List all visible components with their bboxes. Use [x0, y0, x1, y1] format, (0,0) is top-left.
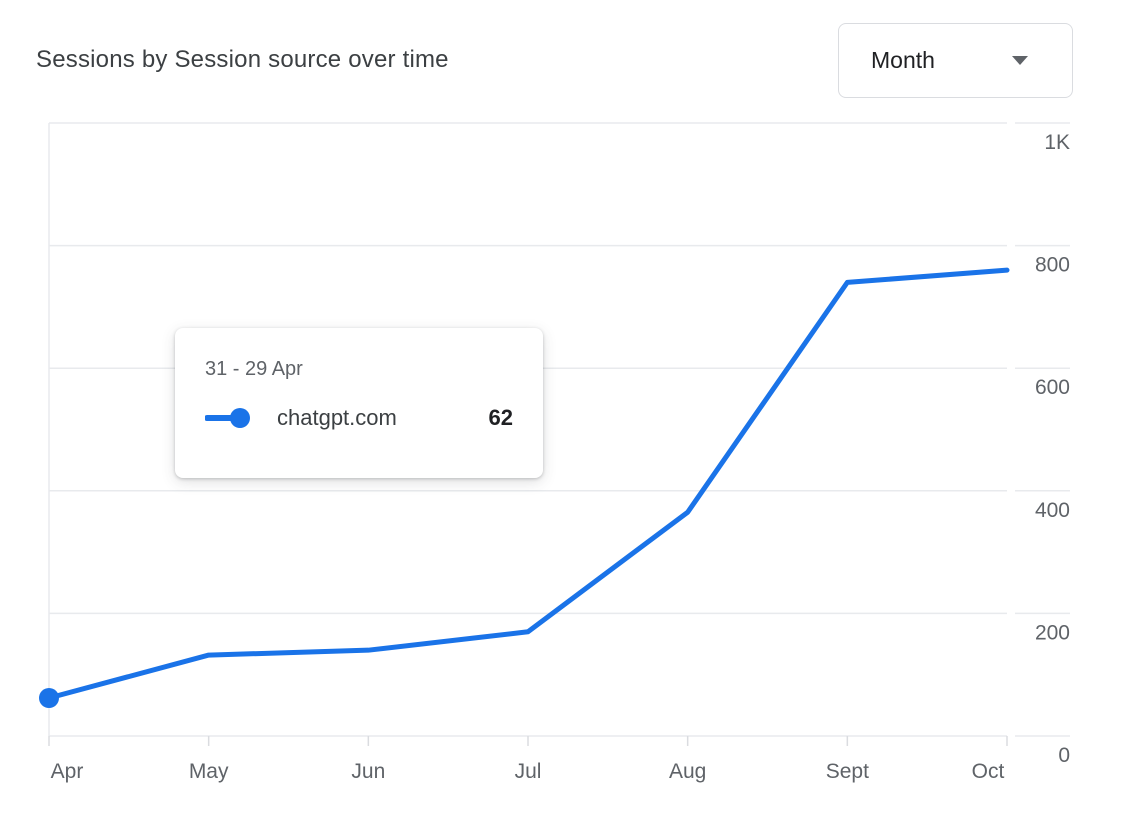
x-axis-label: Sept [826, 760, 869, 783]
tooltip-series-name: chatgpt.com [277, 405, 397, 430]
tooltip-series-value: 62 [488, 405, 513, 430]
data-point-tooltip: 31 - 29 Apr chatgpt.com 62 [175, 328, 543, 478]
x-axis-label: May [189, 760, 229, 783]
y-axis-label: 200 [1035, 621, 1070, 644]
y-axis-label: 0 [1058, 744, 1070, 767]
y-axis-label: 800 [1035, 254, 1070, 277]
page-title: Sessions by Session source over time [36, 46, 449, 73]
y-axis-label: 1K [1044, 131, 1070, 154]
y-axis-label: 400 [1035, 499, 1070, 522]
series-line-chatgpt.com[interactable] [46, 267, 1010, 701]
caret-down-icon [1012, 56, 1028, 65]
x-axis-label: Apr [51, 760, 84, 783]
x-axis-label: Jun [351, 760, 385, 783]
x-axis-label: Oct [972, 760, 1005, 783]
granularity-dropdown-value: Month [871, 47, 935, 73]
tooltip-series-row: chatgpt.com 62 [205, 405, 513, 431]
highlighted-data-point[interactable] [39, 687, 59, 708]
granularity-dropdown[interactable]: Month [838, 23, 1073, 98]
x-axis-label: Jul [515, 760, 542, 783]
x-axis-label: Aug [669, 760, 706, 783]
tooltip-date-range: 31 - 29 Apr [205, 358, 303, 380]
y-axis-label: 600 [1035, 376, 1070, 399]
series-swatch-icon [205, 408, 250, 428]
